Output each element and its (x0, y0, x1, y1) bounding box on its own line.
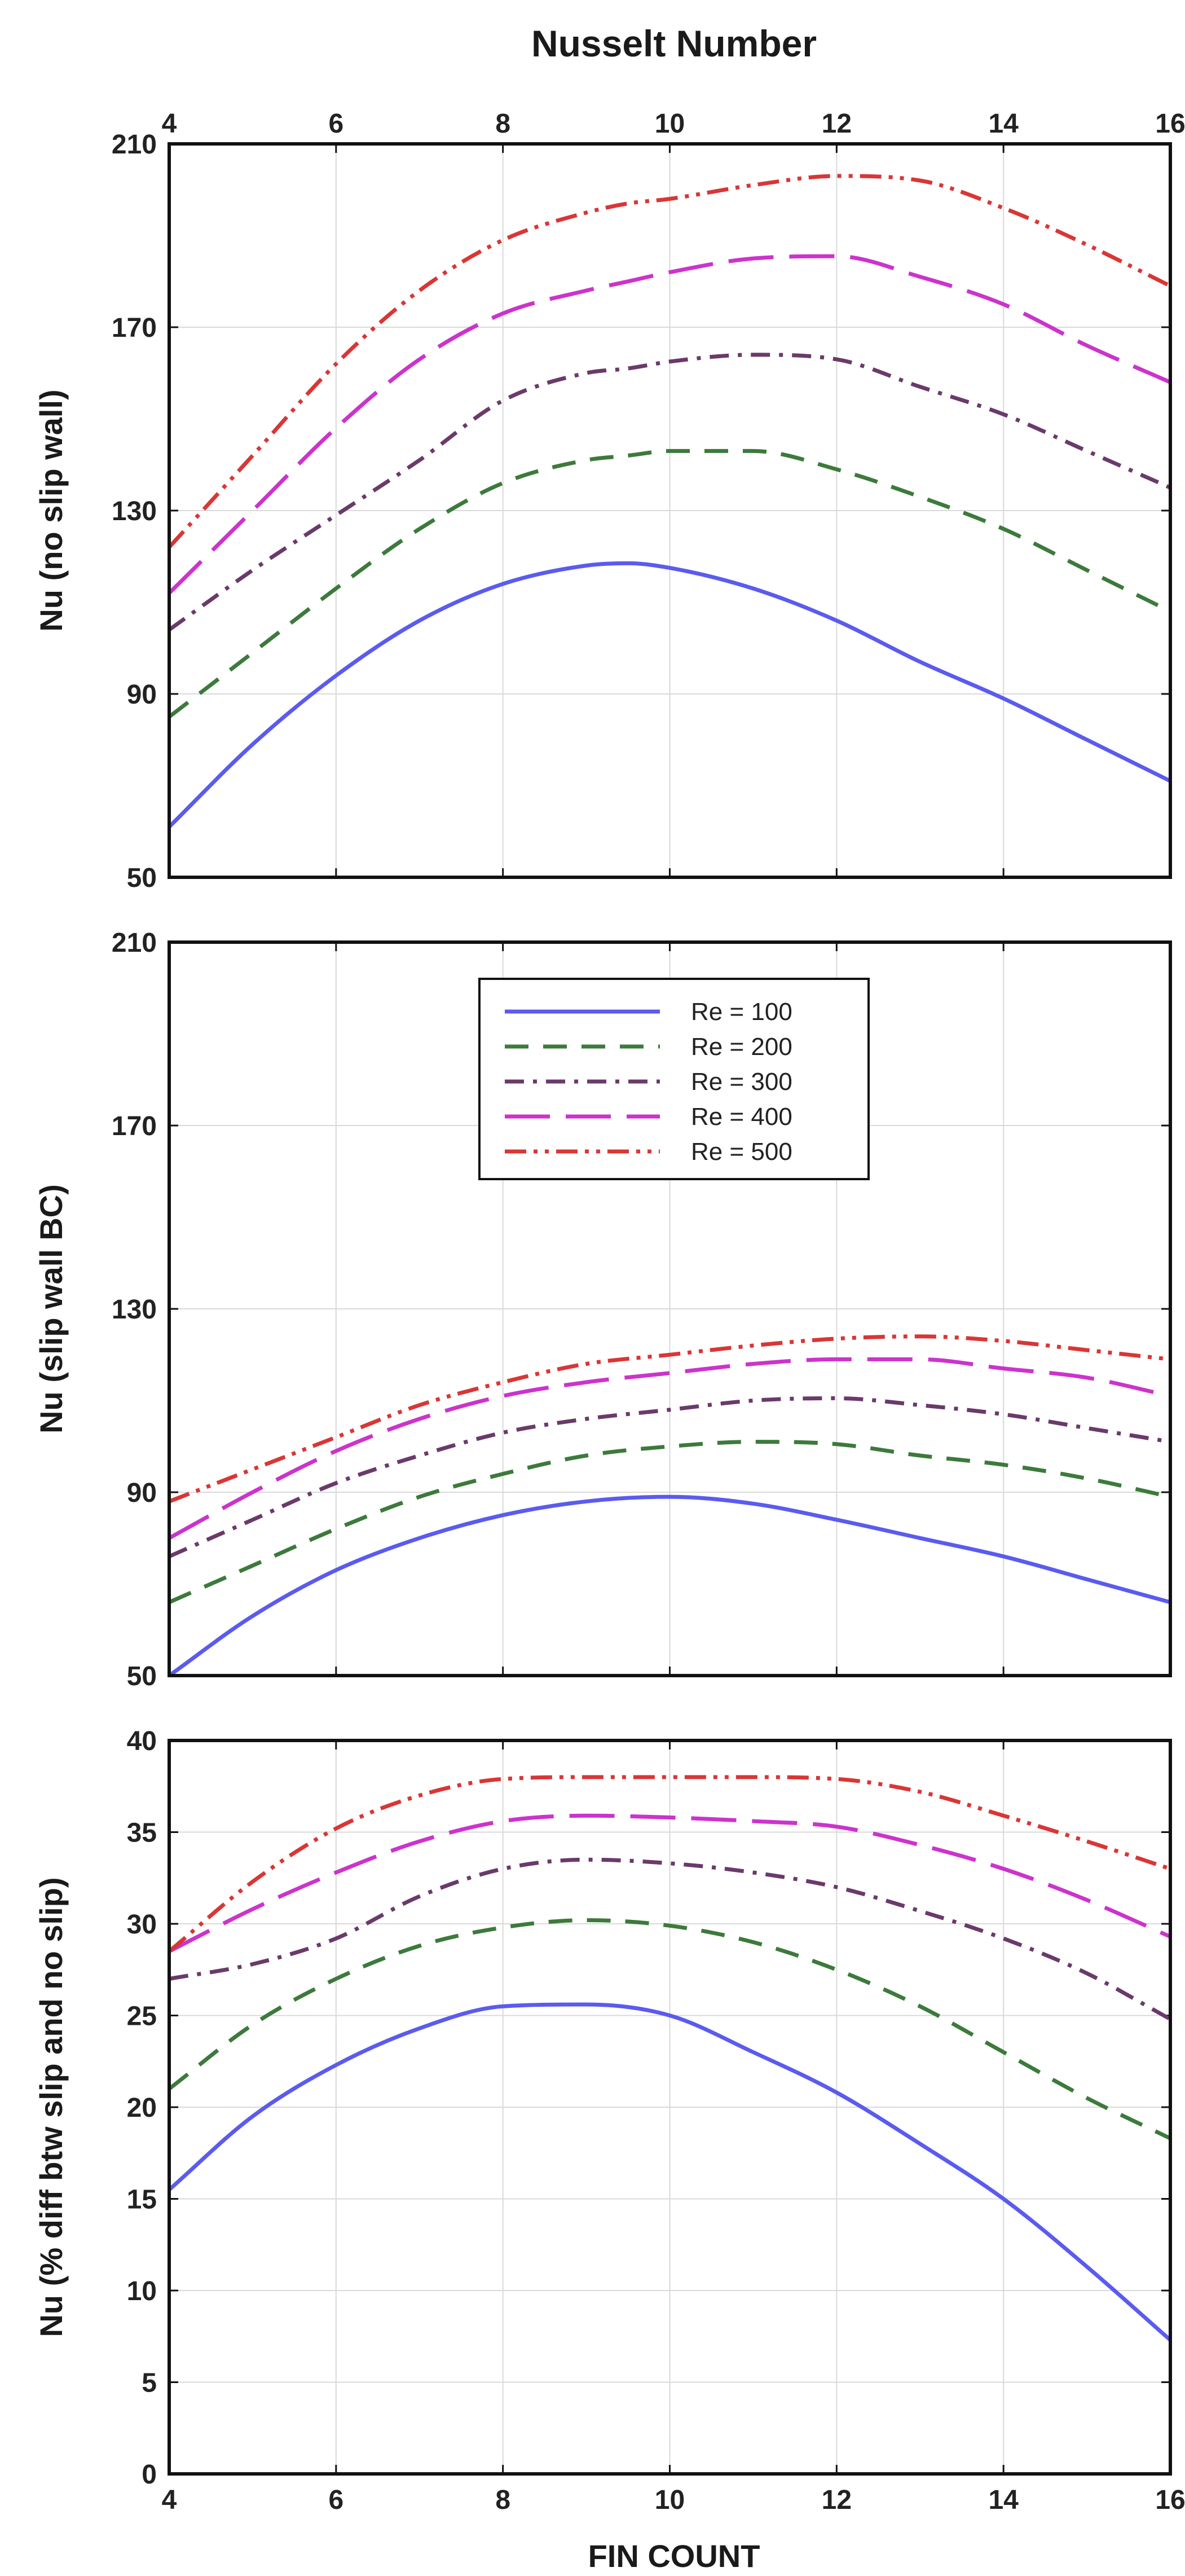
x-tick-label: 12 (822, 2485, 852, 2515)
x-tick-label: 8 (495, 2485, 510, 2515)
y-tick-label: 20 (127, 2093, 157, 2123)
series-line-re-200 (169, 1918, 1170, 2140)
figure-title: Nusselt Number (531, 23, 817, 64)
series-group (169, 1334, 1170, 1676)
series-line-re-100 (169, 561, 1170, 829)
y-tick-label: 90 (127, 1478, 157, 1508)
series-line-re-300 (169, 353, 1170, 632)
y-tick-label: 25 (127, 2002, 157, 2032)
series-line-re-500 (169, 1334, 1170, 1504)
x-axis-label: FIN COUNT (588, 2538, 760, 2574)
plot-frame (168, 1739, 1172, 2476)
series-line-re-300 (169, 1396, 1170, 1559)
x-tick-label: 12 (822, 109, 852, 139)
y-tick-label: 90 (127, 680, 157, 710)
series-line-re-100 (169, 2002, 1170, 2342)
x-tick-label: 4 (162, 109, 177, 139)
x-tick-label: 16 (1155, 109, 1185, 139)
x-tick-label: 6 (328, 2485, 343, 2515)
series-line-re-100 (169, 1494, 1170, 1676)
y-tick-label: 30 (127, 1910, 157, 1940)
legend-box (478, 978, 870, 1180)
y-tick-label: 50 (127, 1661, 157, 1691)
y-tick-label: 130 (112, 1295, 157, 1325)
y-tick-label: 0 (142, 2460, 157, 2490)
x-tick-label: 14 (988, 2485, 1019, 2515)
x-tick-label: 8 (495, 109, 510, 139)
y-tick-label: 10 (127, 2276, 157, 2306)
y-tick-label: 170 (112, 313, 157, 343)
plot-frame (168, 940, 1172, 1677)
y-tick-label: 130 (112, 496, 157, 526)
x-tick-label: 14 (988, 109, 1019, 139)
plot-frame (168, 142, 1172, 879)
legend: Re = 100 Re = 200 Re = 300 Re = 400 Re = 500 (478, 978, 870, 1180)
x-tick-label: 10 (655, 2485, 685, 2515)
series-line-re-200 (169, 1440, 1170, 1604)
y-tick-label: 40 (127, 1726, 157, 1756)
series-line-re-400 (169, 1357, 1170, 1540)
legend-label: Re = 500 (691, 1138, 792, 1166)
legend-label: Re = 300 (691, 1068, 792, 1096)
y-tick-label: 210 (112, 928, 157, 958)
y-axis-label: Nu (% diff btw slip and no slip) (33, 1877, 69, 2337)
series-line-re-400 (169, 254, 1170, 595)
y-axis-label: Nu (no slip wall) (33, 389, 69, 631)
legend-label: Re = 400 (691, 1103, 792, 1131)
legend-label: Re = 100 (691, 998, 792, 1026)
y-tick-label: 35 (127, 1818, 157, 1848)
x-tick-label: 10 (655, 109, 685, 139)
series-group (169, 174, 1170, 829)
series-line-re-200 (169, 449, 1170, 719)
y-tick-label: 170 (112, 1111, 157, 1141)
x-tick-label: 6 (328, 109, 343, 139)
y-axis-label: Nu (slip wall BC) (33, 1184, 69, 1434)
y-tick-label: 210 (112, 130, 157, 160)
series-line-re-300 (169, 1857, 1170, 2021)
x-tick-label: 16 (1155, 2485, 1185, 2515)
y-tick-label: 5 (142, 2368, 157, 2398)
series-line-re-400 (169, 1813, 1170, 1953)
series-line-re-500 (169, 1775, 1170, 1953)
legend-label: Re = 200 (691, 1033, 792, 1061)
y-tick-label: 15 (127, 2185, 157, 2215)
x-tick-label: 4 (162, 2485, 177, 2515)
chart-panel-3: 0 5 10 15 20 25 30 35 40 4 6 8 10 12 14 16 Nu (% diff bt… (33, 1726, 1185, 2515)
y-tick-label: 50 (127, 863, 157, 893)
series-group (169, 1775, 1170, 2342)
